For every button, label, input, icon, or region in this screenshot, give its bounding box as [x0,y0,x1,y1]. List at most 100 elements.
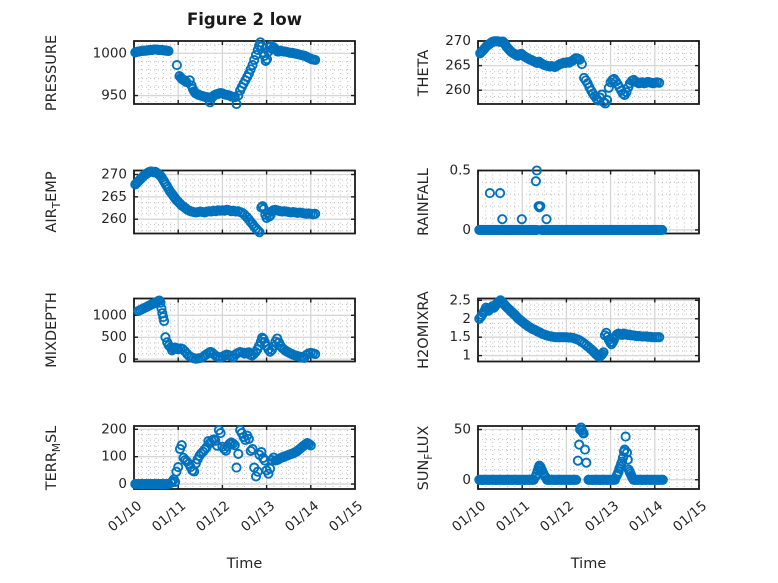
x-axis-label-right: Time [570,556,607,572]
scatter-series-mixdepth [133,295,321,364]
data-point [199,444,210,455]
data-point [617,456,628,467]
data-point [233,90,244,101]
data-point [247,60,258,71]
axes-box [477,169,700,235]
subplot-pressure: 950 1000 [93,37,356,110]
data-point [250,471,262,482]
data-point [492,297,503,308]
data-point [249,54,260,66]
subplot-rainfall: 00.5 [450,163,700,238]
y-tick-label: 500 [101,329,127,345]
axes-box [133,425,356,490]
data-point [654,332,665,343]
scatter-series-rainfall [474,165,668,235]
data-point [171,466,182,477]
axes-box [477,40,700,105]
data-point [176,440,187,451]
data-point [602,95,613,106]
scatter-series-pressure [130,37,321,110]
y-tick-label: 0 [118,476,127,492]
y-tick-label: 270 [445,33,471,49]
y-tick-label: 0.5 [450,163,471,179]
data-point [576,59,587,70]
data-point [155,297,166,308]
y-tick-label: 0 [118,351,127,367]
subplot-terrmsl: 0 100 200 [101,421,356,492]
data-point [259,455,270,466]
data-point [300,439,311,450]
data-point [310,54,321,66]
y-tick-label: 1.5 [450,329,471,345]
y-tick-label: 2 [462,311,471,327]
data-point [530,176,541,187]
y-tick-label: 1 [462,348,471,364]
data-point [231,462,242,473]
data-point [305,440,316,451]
data-point [571,474,582,485]
data-point [484,188,495,199]
data-point [579,444,591,455]
data-point [171,60,182,71]
subplot-mixdepth: 0 500 1000 [93,295,356,367]
scatter-series-sunflux [474,422,668,485]
data-point [531,165,542,176]
y-tick-label: 265 [101,189,127,205]
data-point [159,315,170,327]
data-point [247,443,258,455]
data-point [657,474,668,485]
data-point [203,436,214,447]
data-point [581,457,592,468]
data-point [245,445,256,456]
figure-title: Figure 2 low [186,10,303,29]
data-point [598,347,609,358]
y-tick-label: 265 [445,58,471,74]
data-point [224,438,235,449]
data-point [578,428,589,439]
scatter-series-theta [475,36,665,109]
data-point [260,55,271,66]
y-tick-label: 1000 [93,307,127,323]
y-tick-label: 260 [101,211,127,227]
data-point [310,349,321,360]
axes-box [477,297,700,363]
data-point [210,435,221,446]
data-point [535,201,546,212]
y-tick-label: 1000 [93,45,127,61]
data-point [163,46,174,57]
subplot-airtemp: 260 265 270 [101,166,356,238]
data-point [620,431,631,442]
data-point [654,77,665,88]
data-point [184,75,195,86]
data-point [233,448,244,459]
data-point [163,479,174,490]
axes-box [133,40,356,105]
y-tick-label: 0 [462,472,471,488]
subplot-sunflux: 0 50 [454,422,700,490]
data-point [541,214,552,225]
data-point [160,332,171,343]
data-point [227,438,239,449]
data-point [657,224,668,235]
y-axis-label-sunflux: SUNFLUX [416,425,435,490]
data-point [252,225,263,236]
data-point [609,474,621,485]
data-point [495,188,506,199]
scatter-series-airtemp [130,166,321,238]
data-point [621,447,633,458]
y-axis-label-terrmsl: TERRMSL [44,425,63,490]
data-point [254,227,265,238]
data-point [256,446,267,458]
y-tick-label: 260 [445,82,471,98]
y-tick-label: 50 [454,422,471,438]
data-point [310,208,321,219]
axes-box [133,169,356,235]
data-point [528,474,539,485]
data-point [603,82,614,93]
scatter-series-h2omixra [474,295,665,362]
data-point [215,428,226,439]
y-tick-label: 100 [101,449,127,465]
data-point [243,433,254,444]
y-tick-label: 200 [101,421,127,437]
